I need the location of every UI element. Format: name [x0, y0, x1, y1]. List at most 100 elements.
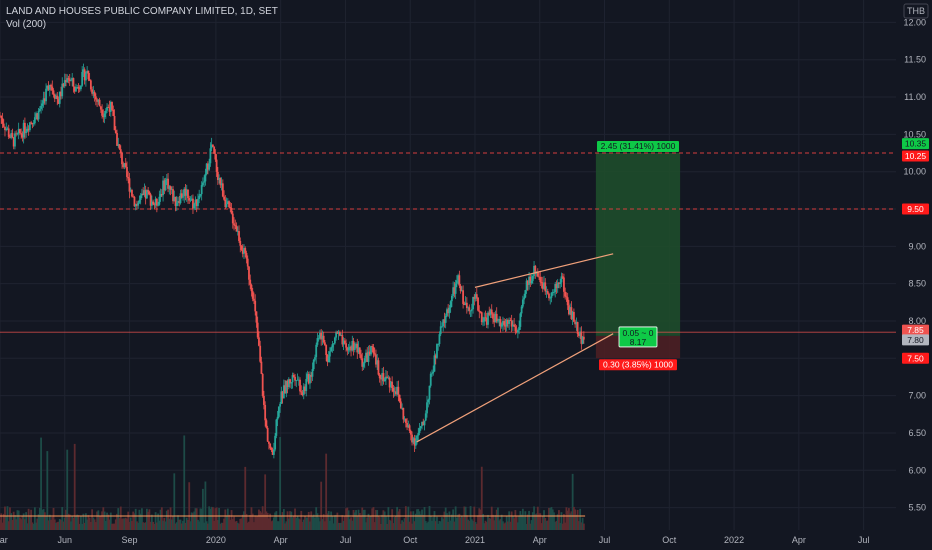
- candle-body: [295, 380, 298, 381]
- candle-body: [51, 86, 54, 91]
- volume-bar: [128, 521, 131, 530]
- candle-body: [261, 373, 264, 396]
- candle-body: [60, 91, 62, 97]
- volume-bar: [295, 518, 298, 530]
- volume-bar: [36, 518, 39, 530]
- candle-body: [362, 363, 365, 367]
- candle-body: [26, 128, 29, 132]
- candle-body: [58, 91, 61, 104]
- candle-body: [234, 225, 237, 227]
- price-tag: 7.50: [907, 353, 924, 363]
- volume-bar: [265, 511, 268, 530]
- volume-bar: [342, 521, 345, 530]
- volume-bar: [228, 514, 230, 530]
- trendlines[interactable]: [416, 253, 614, 443]
- candle-body: [160, 194, 163, 196]
- volume-bar: [170, 519, 173, 530]
- volume-bar: [296, 516, 299, 530]
- volume-bar: [337, 522, 340, 530]
- candle-body: [204, 173, 207, 182]
- candle-body: [128, 178, 131, 192]
- x-tick-label: Apr: [533, 535, 547, 545]
- candle-body: [469, 310, 472, 312]
- candle-body: [272, 449, 275, 455]
- x-tick-label: Sep: [122, 535, 138, 545]
- volume-bar: [572, 506, 575, 530]
- volume-bar: [163, 517, 166, 530]
- candle-body: [233, 223, 235, 226]
- volume-indicator-label[interactable]: Vol (200): [6, 19, 47, 30]
- volume-bar: [328, 520, 331, 530]
- candle-body: [536, 271, 539, 277]
- volume-bar: [455, 517, 458, 530]
- candle-body: [21, 133, 24, 138]
- candle-body: [0, 115, 3, 119]
- volume-bar: [154, 512, 157, 530]
- volume-bar: [144, 522, 147, 530]
- volume-bar: [28, 515, 31, 530]
- candle-body: [505, 319, 508, 327]
- volume-bar: [502, 521, 504, 530]
- candle-body: [333, 337, 336, 344]
- volume-bar: [188, 482, 191, 530]
- stop-label: 0.30 (3.85%) 1000: [603, 359, 673, 369]
- volume-bar: [168, 518, 171, 530]
- candle-body: [346, 347, 349, 351]
- volume-bar: [385, 516, 387, 530]
- volume-bar: [205, 521, 208, 530]
- volume-bar: [206, 523, 209, 530]
- volume-bar: [531, 512, 534, 530]
- candle-body: [243, 248, 245, 254]
- candle-body: [497, 320, 499, 322]
- x-tick-label: Oct: [662, 535, 677, 545]
- candle-body: [76, 87, 79, 88]
- volume-bar: [399, 523, 402, 530]
- volume-bar: [249, 515, 252, 530]
- volume-bar: [233, 516, 235, 530]
- candle-body: [291, 375, 294, 383]
- x-tick-label: 2021: [465, 535, 485, 545]
- volume-bar: [305, 517, 308, 530]
- candle-body: [169, 186, 172, 190]
- volume-bar: [331, 516, 334, 530]
- candle-body: [57, 99, 60, 104]
- volume-bar: [147, 511, 150, 530]
- volume-bar: [576, 509, 579, 530]
- candle-body: [304, 386, 306, 391]
- price-tags: 10.35 10.25 9.50 7.857.80 7.50: [902, 138, 929, 364]
- candle-body: [423, 420, 426, 426]
- candle-body: [65, 80, 67, 83]
- candle-body: [255, 311, 258, 323]
- target-label: 2.45 (31.41%) 1000: [601, 141, 676, 151]
- volume-bar: [12, 511, 15, 530]
- volume-bars: [0, 435, 586, 530]
- candle-body: [554, 284, 557, 293]
- candle-body: [565, 296, 568, 298]
- candle-body: [36, 113, 39, 120]
- candle-body: [307, 374, 310, 384]
- candle-body: [508, 320, 511, 324]
- volume-bar: [71, 515, 74, 530]
- volume-bar: [11, 519, 14, 530]
- candle-body: [382, 373, 385, 382]
- volume-bar: [277, 521, 280, 530]
- candle-body: [530, 280, 533, 284]
- volume-bar: [428, 506, 431, 530]
- volume-bar: [184, 522, 187, 530]
- candle-body: [127, 176, 130, 179]
- candle-body: [182, 196, 184, 198]
- volume-bar: [112, 523, 115, 530]
- volume-bar: [443, 511, 446, 530]
- volume-bar: [330, 511, 333, 530]
- position-zones[interactable]: [595, 153, 681, 359]
- candle-body: [1, 118, 4, 124]
- volume-bar: [57, 521, 60, 530]
- volume-bar: [114, 519, 117, 530]
- volume-bar: [530, 520, 533, 530]
- volume-bar: [362, 509, 365, 530]
- volume-bar: [499, 519, 502, 530]
- volume-bar: [88, 517, 91, 530]
- candle-body: [581, 336, 584, 344]
- candle-body: [477, 297, 479, 311]
